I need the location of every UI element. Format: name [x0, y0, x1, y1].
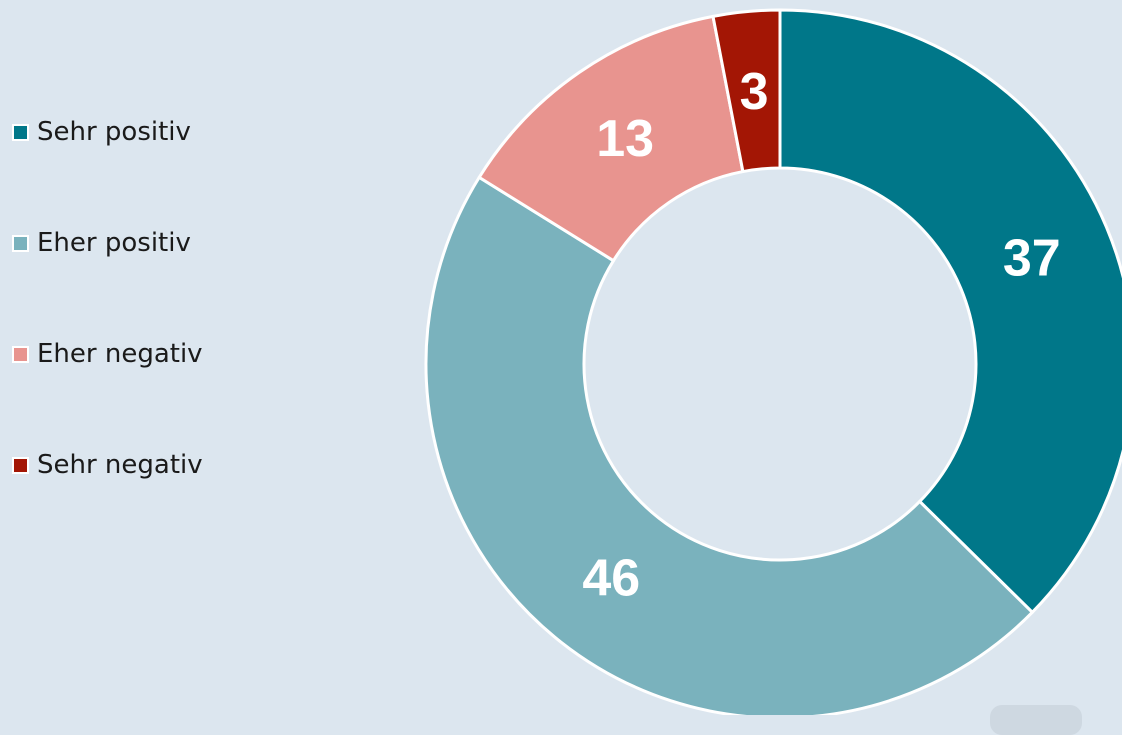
- donut-chart: 37 46 13 3: [424, 8, 1122, 715]
- legend-label-sehr-negativ: Sehr negativ: [37, 450, 203, 480]
- slice-eher-positiv: [424, 175, 1034, 715]
- data-label-eher-positiv: 46: [582, 550, 640, 608]
- legend-swatch-sehr-positiv: [12, 123, 29, 141]
- chart-legend: Sehr positiv Eher positiv Eher negativ S…: [12, 112, 312, 556]
- legend-item-eher-negativ: Eher negativ: [12, 334, 312, 374]
- legend-item-sehr-positiv: Sehr positiv: [12, 112, 312, 152]
- data-label-eher-negativ: 13: [596, 110, 654, 168]
- legend-label-eher-negativ: Eher negativ: [37, 339, 203, 369]
- legend-item-eher-positiv: Eher positiv: [12, 223, 312, 263]
- donut-slice-labels: 37 46 13 3: [582, 63, 1060, 607]
- legend-swatch-sehr-negativ: [12, 456, 29, 474]
- slice-sehr-negativ: [711, 8, 782, 174]
- legend-swatch-eher-negativ: [12, 345, 29, 363]
- donut-slices: [424, 8, 1122, 715]
- data-label-sehr-negativ: 3: [740, 63, 769, 121]
- legend-label-sehr-positiv: Sehr positiv: [37, 117, 191, 147]
- legend-item-sehr-negativ: Sehr negativ: [12, 445, 312, 485]
- corner-tab: [990, 705, 1082, 735]
- data-label-sehr-positiv: 37: [1003, 230, 1061, 288]
- legend-label-eher-positiv: Eher positiv: [37, 228, 191, 258]
- legend-swatch-eher-positiv: [12, 234, 29, 252]
- slice-sehr-positiv: [778, 8, 1122, 614]
- slice-eher-negativ: [477, 14, 745, 263]
